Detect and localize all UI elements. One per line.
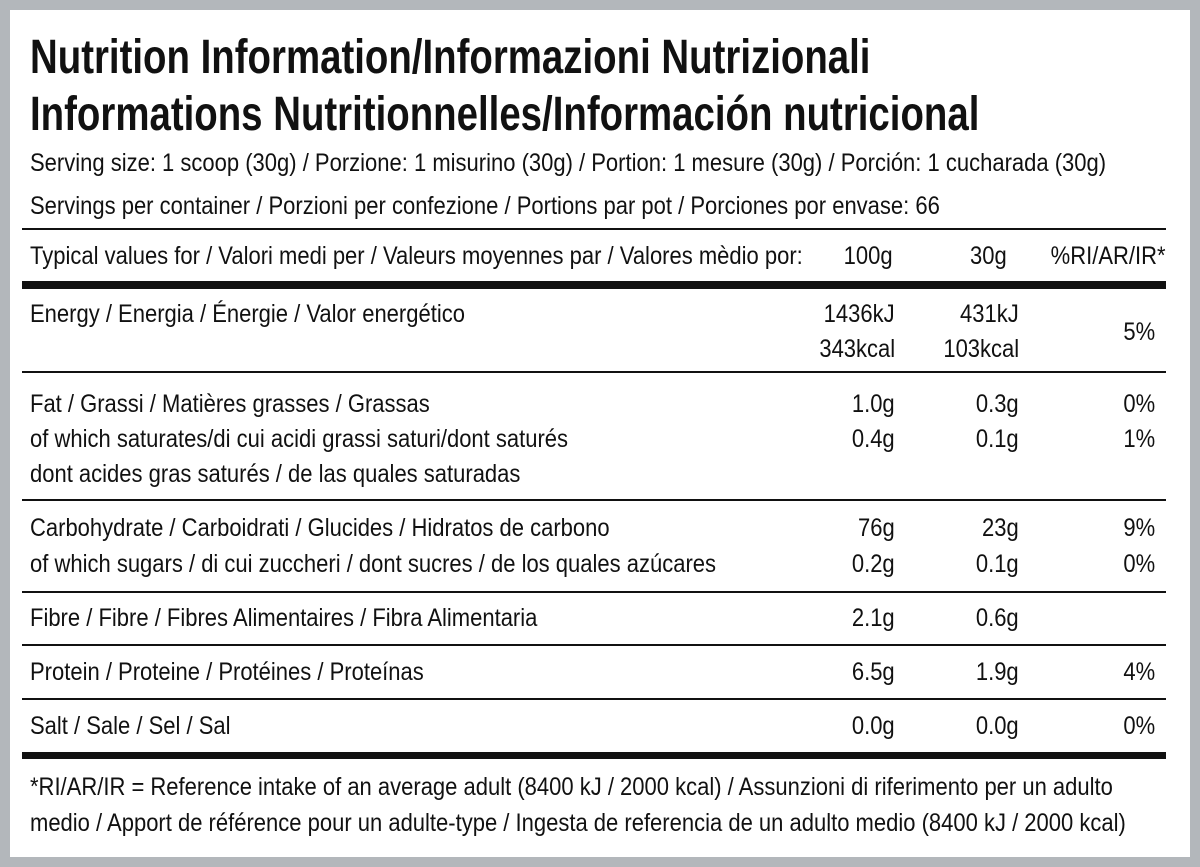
value-ri: 0%: [1123, 712, 1155, 740]
nutrient-label: Carbohydrate / Carboidrati / Glucides / …: [30, 514, 610, 542]
header-cell: %RI/AR/IR*: [1051, 242, 1166, 270]
nutrient-label: dont acides gras saturés / de las quales…: [30, 460, 521, 488]
serving-size: Serving size: 1 scoop (30g) / Porzione: …: [30, 149, 1107, 177]
value-100g: 76g: [858, 514, 895, 542]
rule: [22, 751, 1166, 759]
nutrient-label: Fibre / Fibre / Fibres Alimentaires / Fi…: [30, 604, 538, 632]
value-100g: 2.1g: [852, 604, 895, 632]
servings-per-container: Servings per container / Porzioni per co…: [30, 192, 940, 220]
nutrient-label: Fat / Grassi / Matières grasses / Grassa…: [30, 390, 430, 418]
value-30g: 0.1g: [976, 425, 1019, 453]
value-ri: 0%: [1123, 550, 1155, 578]
value-100g: 1436kJ: [824, 300, 895, 328]
value-ri: 1%: [1123, 425, 1155, 453]
rule: [22, 698, 1166, 700]
nutrient-label: Protein / Proteine / Protéines / Proteín…: [30, 658, 424, 686]
value-30g: 0.0g: [976, 712, 1019, 740]
value-30g: 431kJ: [960, 300, 1019, 328]
value-30g: 1.9g: [976, 658, 1019, 686]
title: Nutrition Information/Informazioni Nutri…: [30, 31, 871, 84]
nutrient-label: of which saturates/di cui acidi grassi s…: [30, 425, 569, 453]
rule: [22, 281, 1166, 289]
value-30g: 0.6g: [976, 604, 1019, 632]
value-ri: 4%: [1123, 658, 1155, 686]
value-ri: 5%: [1123, 317, 1155, 346]
footnote: *RI/AR/IR = Reference intake of an avera…: [30, 773, 1113, 801]
rule: [22, 591, 1166, 593]
header-cell: 30g: [970, 242, 1007, 270]
value-30g: 23g: [982, 514, 1019, 542]
rule: [22, 499, 1166, 501]
value-100g: 0.2g: [852, 550, 895, 578]
value-100g: 343kcal: [819, 335, 895, 363]
title: Informations Nutritionnelles/Información…: [30, 88, 980, 141]
value-100g: 1.0g: [852, 390, 895, 418]
nutrient-label: of which sugars / di cui zuccheri / dont…: [30, 550, 717, 578]
nutrient-label: Salt / Sale / Sel / Sal: [30, 712, 231, 740]
rule: [22, 371, 1166, 373]
nutrient-label: Energy / Energia / Énergie / Valor energ…: [30, 300, 465, 328]
value-30g: 0.3g: [976, 390, 1019, 418]
header-cell: 100g: [844, 242, 893, 270]
footnote: medio / Apport de référence pour un adul…: [30, 809, 1126, 837]
value-30g: 0.1g: [976, 550, 1019, 578]
value-100g: 6.5g: [852, 658, 895, 686]
rule: [22, 644, 1166, 646]
value-100g: 0.4g: [852, 425, 895, 453]
header-label: Typical values for / Valori medi per / V…: [30, 242, 803, 270]
rule: [22, 228, 1166, 230]
value-30g: 103kcal: [943, 335, 1019, 363]
value-ri: 0%: [1123, 390, 1155, 418]
value-100g: 0.0g: [852, 712, 895, 740]
value-ri: 9%: [1123, 514, 1155, 542]
